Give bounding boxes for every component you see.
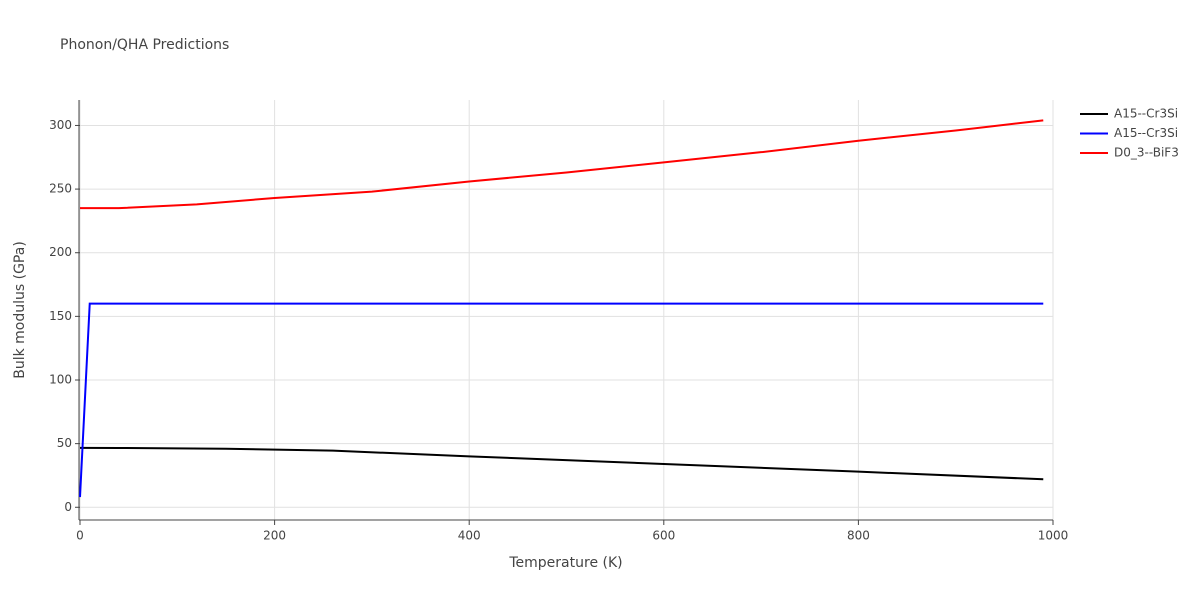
x-tick-label: 600 <box>652 529 675 543</box>
y-tick-label: 250 <box>49 182 72 196</box>
line-series <box>79 446 1044 481</box>
x-tick-label: 1000 <box>1038 529 1069 543</box>
y-tick-label: 0 <box>64 500 72 514</box>
x-tick-label: 0 <box>76 529 84 543</box>
y-tick-label: 100 <box>49 373 72 387</box>
y-axis-label: Bulk modulus (GPa) <box>12 241 28 379</box>
y-tick-label: 300 <box>49 118 72 132</box>
x-tick-label: 200 <box>263 529 286 543</box>
line-series <box>79 302 1044 498</box>
y-tick-label: 200 <box>49 245 72 259</box>
chart-title: Phonon/QHA Predictions <box>60 37 229 53</box>
x-axis-label: Temperature (K) <box>508 555 622 571</box>
x-tick-label: 400 <box>458 529 481 543</box>
x-tick-label: 800 <box>847 529 870 543</box>
y-tick-label: 50 <box>57 436 72 450</box>
legend-label: D0_3--BiF3 <box>1114 146 1179 160</box>
legend-label: A15--Cr3Si <box>1114 126 1178 140</box>
legend-label: A15--Cr3Si <box>1114 107 1178 121</box>
y-tick-label: 150 <box>49 309 72 323</box>
line-series <box>80 119 1044 210</box>
